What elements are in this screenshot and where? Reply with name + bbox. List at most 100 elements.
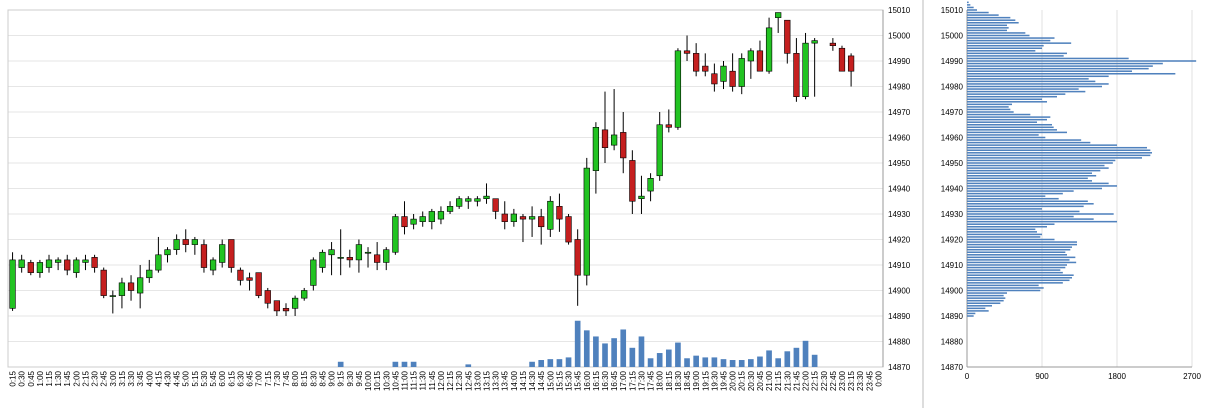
candle-down [374, 254, 381, 263]
profile-bar [967, 167, 1109, 169]
x-tick-label: 14:45 [537, 370, 546, 391]
candle-down [492, 198, 499, 212]
x-tick-label: 3:45 [136, 370, 145, 386]
candle-up [510, 213, 517, 222]
y-tick-label: 15010 [941, 6, 964, 15]
profile-bar [967, 29, 1007, 32]
candle-down [784, 19, 791, 54]
candle-up [738, 58, 745, 87]
y-tick-label: 14950 [888, 159, 911, 168]
candle-up [155, 254, 162, 271]
x-tick-label: 8:45 [318, 370, 327, 386]
profile-bar [967, 101, 1047, 103]
x-tick-label: 3:15 [118, 370, 127, 386]
profile-bar [967, 57, 1129, 60]
x-tick-label: 17:45 [647, 370, 656, 391]
profile-bar [967, 302, 1001, 305]
profile-bar [967, 6, 974, 9]
y-tick-label: 14910 [941, 261, 964, 270]
candle-up [310, 259, 317, 286]
candle-up [410, 218, 417, 225]
x-tick-label: 12:15 [446, 370, 455, 391]
profile-bar [967, 146, 1147, 149]
x-tick-label: 6:30 [236, 370, 245, 386]
y-tick-label: 14940 [941, 185, 964, 194]
profile-bar [967, 274, 1074, 276]
profile-bar [967, 174, 1097, 177]
profile-bar [967, 208, 1042, 210]
profile-bar [967, 108, 1011, 111]
candle-down [601, 129, 609, 149]
volume-bar [583, 330, 590, 367]
main-grid [8, 9, 883, 368]
profile-bar [967, 205, 1084, 208]
volume-bar [738, 360, 745, 367]
profile-bar [967, 218, 1094, 220]
candle-up [775, 12, 782, 18]
profile-bar [967, 282, 1063, 284]
x-tick-label: 20:30 [747, 370, 756, 391]
profile-bar [967, 213, 1114, 215]
volume-bar [337, 361, 344, 367]
candle-up [547, 200, 554, 230]
x-tick-label: 16:30 [601, 370, 610, 391]
volume-bar [793, 347, 800, 367]
y-tick-label: 14910 [888, 261, 911, 270]
x-tick-label: 0:30 [18, 370, 27, 386]
candle-down [264, 290, 271, 304]
profile-bar [967, 72, 1176, 75]
profile-bar [967, 111, 1014, 113]
x-tick-label: 10:00 [364, 370, 373, 391]
candle-up [474, 198, 481, 202]
x-tick-label: 20:00 [729, 370, 738, 391]
profile-bar [967, 187, 1102, 190]
volume-bar [748, 359, 754, 367]
x-tick-label: 22:00 [802, 370, 811, 391]
candle-up [647, 178, 654, 192]
candle-up [146, 269, 153, 279]
profile-bar [967, 305, 992, 307]
y-tick-label: 14960 [941, 134, 964, 143]
x-tick-label: 4:45 [173, 370, 182, 386]
x-tick-label: 14:30 [528, 370, 537, 391]
profile-bar [967, 233, 1042, 236]
candle-up [82, 259, 89, 263]
candle-down [538, 216, 545, 228]
profile-bar [967, 225, 1047, 228]
x-tick-label: 1:15 [45, 370, 54, 386]
candle-up [55, 259, 62, 263]
profile-bar [967, 236, 1041, 238]
profile-bar [967, 32, 1026, 34]
x-tick-label: 22:45 [829, 370, 838, 391]
profile-bar [967, 98, 1042, 101]
volume-bar [538, 360, 545, 367]
x-tick-label: 12:45 [464, 370, 473, 391]
volume-bar [711, 357, 718, 367]
profile-bar [967, 248, 1071, 251]
x-tick-label: 16:45 [610, 370, 619, 391]
candle-up [319, 251, 326, 268]
candle-up [109, 295, 116, 297]
x-tick-label: 8:30 [309, 370, 318, 386]
candle-up [765, 27, 773, 72]
profile-bar [967, 299, 1004, 302]
profile-bar [967, 70, 1132, 72]
profile-bar [967, 152, 1152, 154]
candle-down [282, 308, 290, 312]
profile-bar [967, 90, 1086, 93]
x-tick-label: 21:00 [765, 370, 774, 391]
profile-bar [967, 256, 1076, 259]
x-tick-label: 11:15 [410, 370, 419, 390]
x-tick-label: 2:30 [91, 370, 100, 386]
profile-bar [967, 287, 1044, 289]
volume-bar [629, 347, 636, 367]
volume-bar [811, 354, 818, 367]
volume-bar [775, 358, 782, 367]
profile-bar [967, 241, 1077, 243]
volume-bar [647, 358, 654, 367]
y-tick-label: 14870 [941, 363, 964, 372]
candle-up [528, 216, 536, 220]
profile-bar [967, 284, 1039, 287]
profile-bar [967, 279, 1070, 282]
x-tick-label: 0:45 [27, 370, 36, 386]
